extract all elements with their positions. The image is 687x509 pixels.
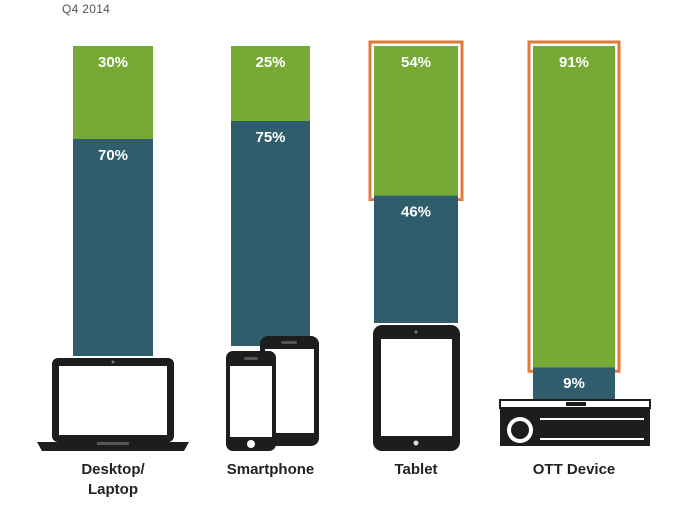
laptop-icon xyxy=(37,358,189,451)
data-label-ott-device-teal: 9% xyxy=(563,375,585,392)
bar-smartphone-teal xyxy=(231,121,310,346)
data-label-smartphone-green: 25% xyxy=(255,54,285,71)
data-label-tablet-teal: 46% xyxy=(401,204,431,221)
bar-desktop-laptop-green xyxy=(73,46,153,139)
period-label: Q4 2014 xyxy=(62,2,111,16)
data-label-ott-device-green: 91% xyxy=(559,54,589,71)
category-label-smartphone: Smartphone xyxy=(227,461,315,478)
bar-tablet-green xyxy=(374,46,458,196)
data-label-smartphone-teal: 75% xyxy=(255,129,285,146)
bars-layer: 30% 70% 25% 75% 54% 46% 91% 9% xyxy=(73,40,621,399)
bar-desktop-laptop-teal xyxy=(73,139,153,356)
data-label-desktop-laptop-green: 30% xyxy=(98,54,128,71)
tablet-icon xyxy=(373,325,460,451)
devices-layer xyxy=(37,325,651,451)
category-labels-layer: Desktop/Laptop Smartphone Tablet OTT Device xyxy=(81,461,615,498)
bar-tablet-teal xyxy=(374,195,458,323)
bar-ott-device-teal xyxy=(533,367,615,399)
category-label-tablet: Tablet xyxy=(394,461,437,478)
data-label-tablet-green: 54% xyxy=(401,54,431,71)
bar-ott-device-green xyxy=(533,46,615,368)
smartphone-icon xyxy=(226,336,319,451)
data-label-desktop-laptop-teal: 70% xyxy=(98,147,128,164)
category-label-ott-device: OTT Device xyxy=(533,461,616,478)
set-top-box-icon xyxy=(499,399,651,446)
bar-smartphone-green xyxy=(231,46,310,121)
category-label-desktop-laptop: Desktop/Laptop xyxy=(81,461,145,498)
